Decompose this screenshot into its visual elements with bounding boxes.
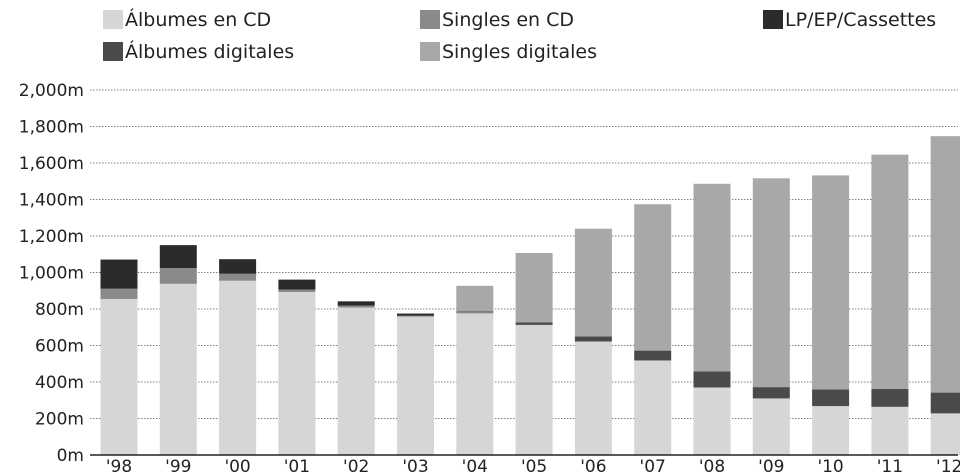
- y-tick-label: 800m: [35, 300, 84, 320]
- bar-segment: [159, 245, 197, 269]
- bar-segment: [812, 175, 850, 390]
- bar-segment: [930, 413, 960, 455]
- x-tick-label: '09: [758, 457, 784, 475]
- x-tick-label: '05: [521, 457, 547, 475]
- legend-label: Singles digitales: [442, 41, 597, 63]
- x-tick-label: '11: [877, 457, 903, 475]
- bar-segment: [337, 307, 375, 455]
- bar-segment: [219, 259, 257, 274]
- legend-label: Álbumes en CD: [125, 8, 271, 31]
- x-tick-label: '03: [402, 457, 428, 475]
- bar-segment: [337, 305, 375, 308]
- x-tick-label: '98: [106, 457, 132, 475]
- legend-swatch: [420, 42, 440, 61]
- bar-segment: [871, 154, 909, 389]
- bar-segment: [100, 259, 138, 289]
- bar-segment: [515, 322, 553, 325]
- bar-segment: [515, 252, 553, 323]
- x-axis: '98 '99 '00 '01 '02 '03 '04 '05 '06 '07 '08 '09 '10 '…: [90, 454, 960, 475]
- legend-swatch: [763, 10, 783, 29]
- y-tick-label: 1,200m: [19, 227, 84, 247]
- bar-segment: [515, 325, 553, 455]
- bar-segment: [337, 301, 375, 306]
- bar-segment: [871, 388, 909, 407]
- bar-segment: [159, 268, 197, 284]
- x-tick-label: '10: [817, 457, 843, 475]
- legend-label: Álbumes digitales: [125, 40, 294, 63]
- bar-segment: [574, 228, 612, 337]
- legend-label: LP/EP/Cassettes: [785, 9, 936, 31]
- bar-segment: [219, 273, 257, 281]
- legend: Álbumes en CD Singles en CD LP/EP/Cassette…: [103, 8, 936, 63]
- bar-segment: [930, 392, 960, 414]
- bar-segment: [693, 387, 731, 455]
- bar-segment: [930, 136, 960, 393]
- bar-segment: [634, 360, 672, 455]
- bars: [100, 136, 960, 455]
- y-tick-label: 400m: [35, 373, 84, 393]
- bar-segment: [159, 283, 197, 455]
- bar-segment: [278, 292, 316, 455]
- x-tick-label: '01: [284, 457, 310, 475]
- bar-segment: [574, 336, 612, 342]
- bar-segment: [456, 285, 494, 312]
- y-tick-label: 1,000m: [19, 264, 84, 284]
- y-tick-label: 0m: [57, 446, 84, 466]
- x-tick-label: '04: [462, 457, 488, 475]
- bar-segment: [100, 298, 138, 455]
- x-tick-label: '12: [936, 457, 960, 475]
- legend-swatch: [103, 10, 123, 29]
- y-tick-label: 1,800m: [19, 118, 84, 138]
- bar-segment: [219, 280, 257, 455]
- bar-segment: [752, 387, 790, 399]
- x-tick-label: '00: [224, 457, 250, 475]
- y-tick-label: 600m: [35, 337, 84, 357]
- bar-segment: [752, 178, 790, 388]
- bar-segment: [456, 312, 494, 314]
- bar-segment: [634, 204, 672, 351]
- bar-segment: [752, 398, 790, 455]
- bar-segment: [634, 350, 672, 361]
- x-tick-label: '06: [580, 457, 606, 475]
- y-tick-label: 1,400m: [19, 191, 84, 211]
- bar-segment: [693, 183, 731, 372]
- y-axis: 0m 200m 400m 600m 800m 1,000m 1,200m 1,400m 1,60…: [19, 81, 84, 466]
- y-tick-label: 200m: [35, 410, 84, 430]
- legend-swatch: [420, 10, 440, 29]
- x-tick-label: '02: [343, 457, 369, 475]
- bar-segment: [456, 311, 494, 313]
- bar-segment: [397, 313, 434, 316]
- legend-swatch: [103, 42, 123, 61]
- y-tick-label: 2,000m: [19, 81, 84, 101]
- bar-segment: [574, 341, 612, 455]
- x-tick-label: '08: [699, 457, 725, 475]
- bar-segment: [693, 371, 731, 388]
- y-tick-label: 1,600m: [19, 154, 84, 174]
- x-tick-label: '07: [640, 457, 666, 475]
- bar-segment: [278, 279, 316, 290]
- bar-segment: [397, 315, 434, 317]
- bar-segment: [456, 313, 494, 455]
- bar-segment: [397, 316, 434, 455]
- bar-segment: [871, 406, 909, 455]
- x-tick-label: '99: [165, 457, 191, 475]
- bar-segment: [278, 289, 316, 293]
- bar-segment: [100, 288, 138, 299]
- bar-segment: [812, 406, 850, 455]
- legend-label: Singles en CD: [442, 9, 574, 31]
- bar-segment: [812, 389, 850, 407]
